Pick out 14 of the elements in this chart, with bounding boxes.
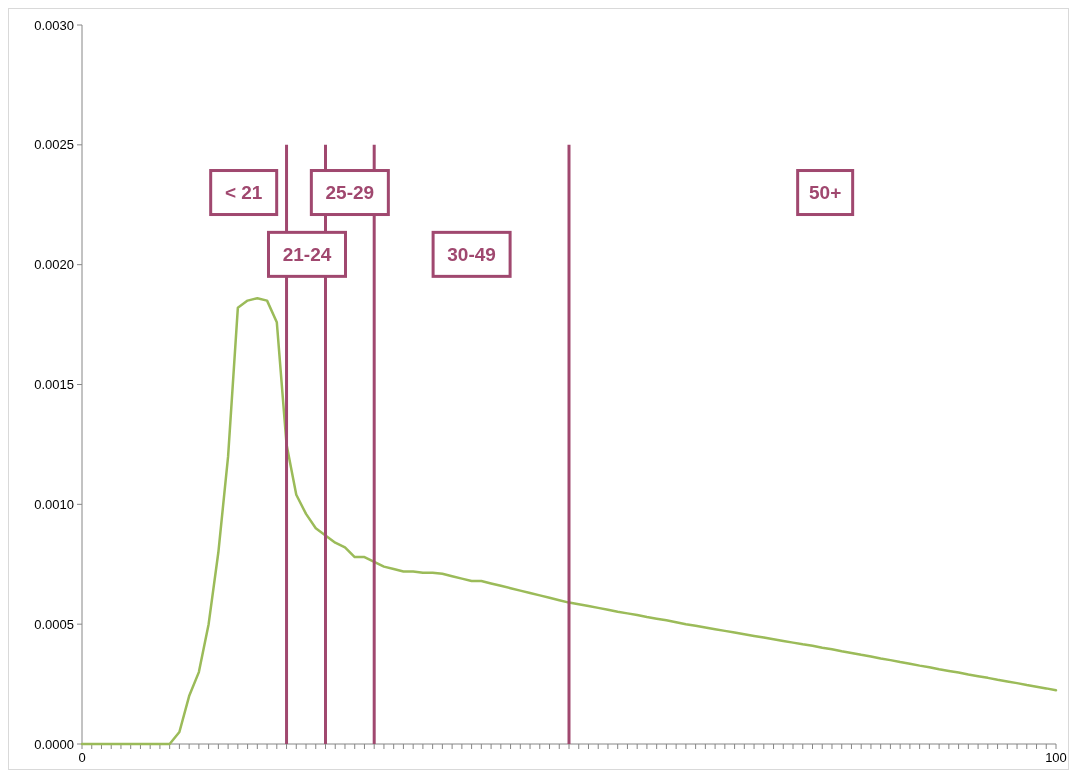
y-tick-label: 0.0000 (34, 736, 74, 752)
annotation: 25-29 (325, 182, 375, 204)
y-tick-label: 0.0005 (34, 616, 74, 632)
annotation: 21-24 (282, 244, 332, 266)
y-tick-label: 0.0010 (34, 496, 74, 512)
x-tick-label: 100 (1045, 750, 1067, 765)
annotation: 50+ (809, 182, 842, 204)
annotation: < 21 (224, 182, 263, 204)
annotation: 30-49 (447, 244, 496, 266)
y-tick-label: 0.0025 (34, 137, 74, 153)
y-tick-label: 0.0015 (34, 377, 74, 393)
x-tick-label: 0 (78, 750, 86, 765)
y-tick-label: 0.0030 (34, 17, 74, 33)
y-tick-label: 0.0020 (34, 257, 74, 273)
